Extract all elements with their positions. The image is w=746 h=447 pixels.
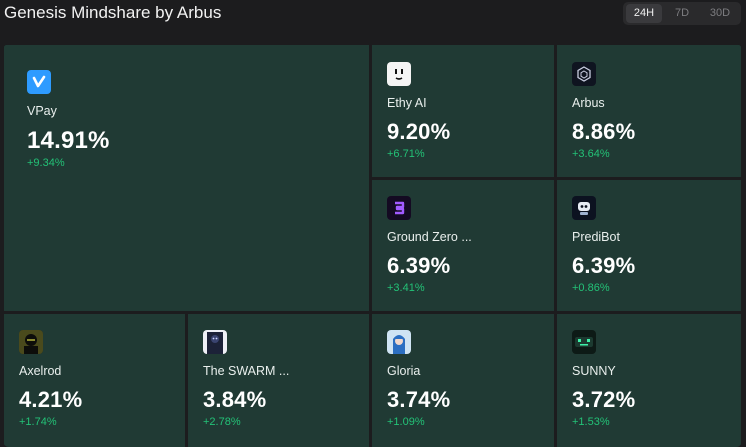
tile-percentage: 14.91% [27, 127, 110, 154]
tile-predibot[interactable]: PrediBot 6.39% +0.86% [557, 180, 741, 311]
tile-the-swarm[interactable]: The SWARM ... 3.84% +2.78% [188, 314, 369, 447]
tile-name: SUNNY [572, 364, 616, 378]
tile-change: +9.34% [27, 157, 65, 169]
tile-gloria[interactable]: Gloria 3.74% +1.09% [372, 314, 554, 447]
tile-name: Ground Zero ... [387, 230, 472, 244]
tile-percentage: 6.39% [387, 253, 451, 278]
arbus-logo-icon [572, 62, 596, 86]
tile-percentage: 3.84% [203, 387, 267, 412]
axelrod-avatar-icon [19, 330, 43, 354]
tile-ethy-ai[interactable]: Ethy AI 9.20% +6.71% [372, 45, 554, 177]
tile-change: +0.86% [572, 282, 610, 294]
predibot-logo-icon [572, 196, 596, 220]
header: Genesis Mindshare by Arbus 24H 7D 30D [0, 0, 746, 30]
tile-percentage: 4.21% [19, 387, 83, 412]
range-30d-button[interactable]: 30D [709, 7, 731, 19]
the-swarm-avatar-icon [203, 330, 227, 354]
tile-ground-zero[interactable]: Ground Zero ... 6.39% +3.41% [372, 180, 554, 311]
tile-percentage: 6.39% [572, 253, 636, 278]
tile-sunny[interactable]: SUNNY 3.72% +1.53% [557, 314, 741, 447]
tile-name: PrediBot [572, 230, 620, 244]
tile-percentage: 3.72% [572, 387, 636, 412]
ethy-ai-logo-icon [387, 62, 411, 86]
tile-name: Ethy AI [387, 96, 427, 110]
tile-change: +3.64% [572, 148, 610, 160]
tile-name: Gloria [387, 364, 421, 378]
tile-percentage: 9.20% [387, 119, 451, 144]
tile-name: The SWARM ... [203, 364, 290, 378]
time-range-selector: 24H 7D 30D [623, 2, 741, 25]
widget-title: Genesis Mindshare by Arbus [4, 3, 222, 22]
tile-arbus[interactable]: Arbus 8.86% +3.64% [557, 45, 741, 177]
range-7d-button[interactable]: 7D [674, 7, 690, 19]
tile-vpay[interactable]: VPay 14.91% +9.34% [4, 45, 369, 311]
tile-change: +1.74% [19, 416, 57, 428]
tile-name: VPay [27, 104, 57, 118]
tile-percentage: 3.74% [387, 387, 451, 412]
tile-name: Arbus [572, 96, 605, 110]
vpay-logo-icon [27, 70, 51, 94]
ground-zero-logo-icon [387, 196, 411, 220]
tile-name: Axelrod [19, 364, 62, 378]
mindshare-treemap: VPay 14.91% +9.34% Ethy AI 9.20% +6.71% … [3, 44, 742, 447]
tile-change: +1.53% [572, 416, 610, 428]
tile-change: +2.78% [203, 416, 241, 428]
tile-percentage: 8.86% [572, 119, 636, 144]
gloria-avatar-icon [387, 330, 411, 354]
tile-change: +6.71% [387, 148, 425, 160]
tile-axelrod[interactable]: Axelrod 4.21% +1.74% [4, 314, 185, 447]
range-24h-button[interactable]: 24H [626, 4, 662, 23]
tile-change: +3.41% [387, 282, 425, 294]
sunny-logo-icon [572, 330, 596, 354]
tile-change: +1.09% [387, 416, 425, 428]
